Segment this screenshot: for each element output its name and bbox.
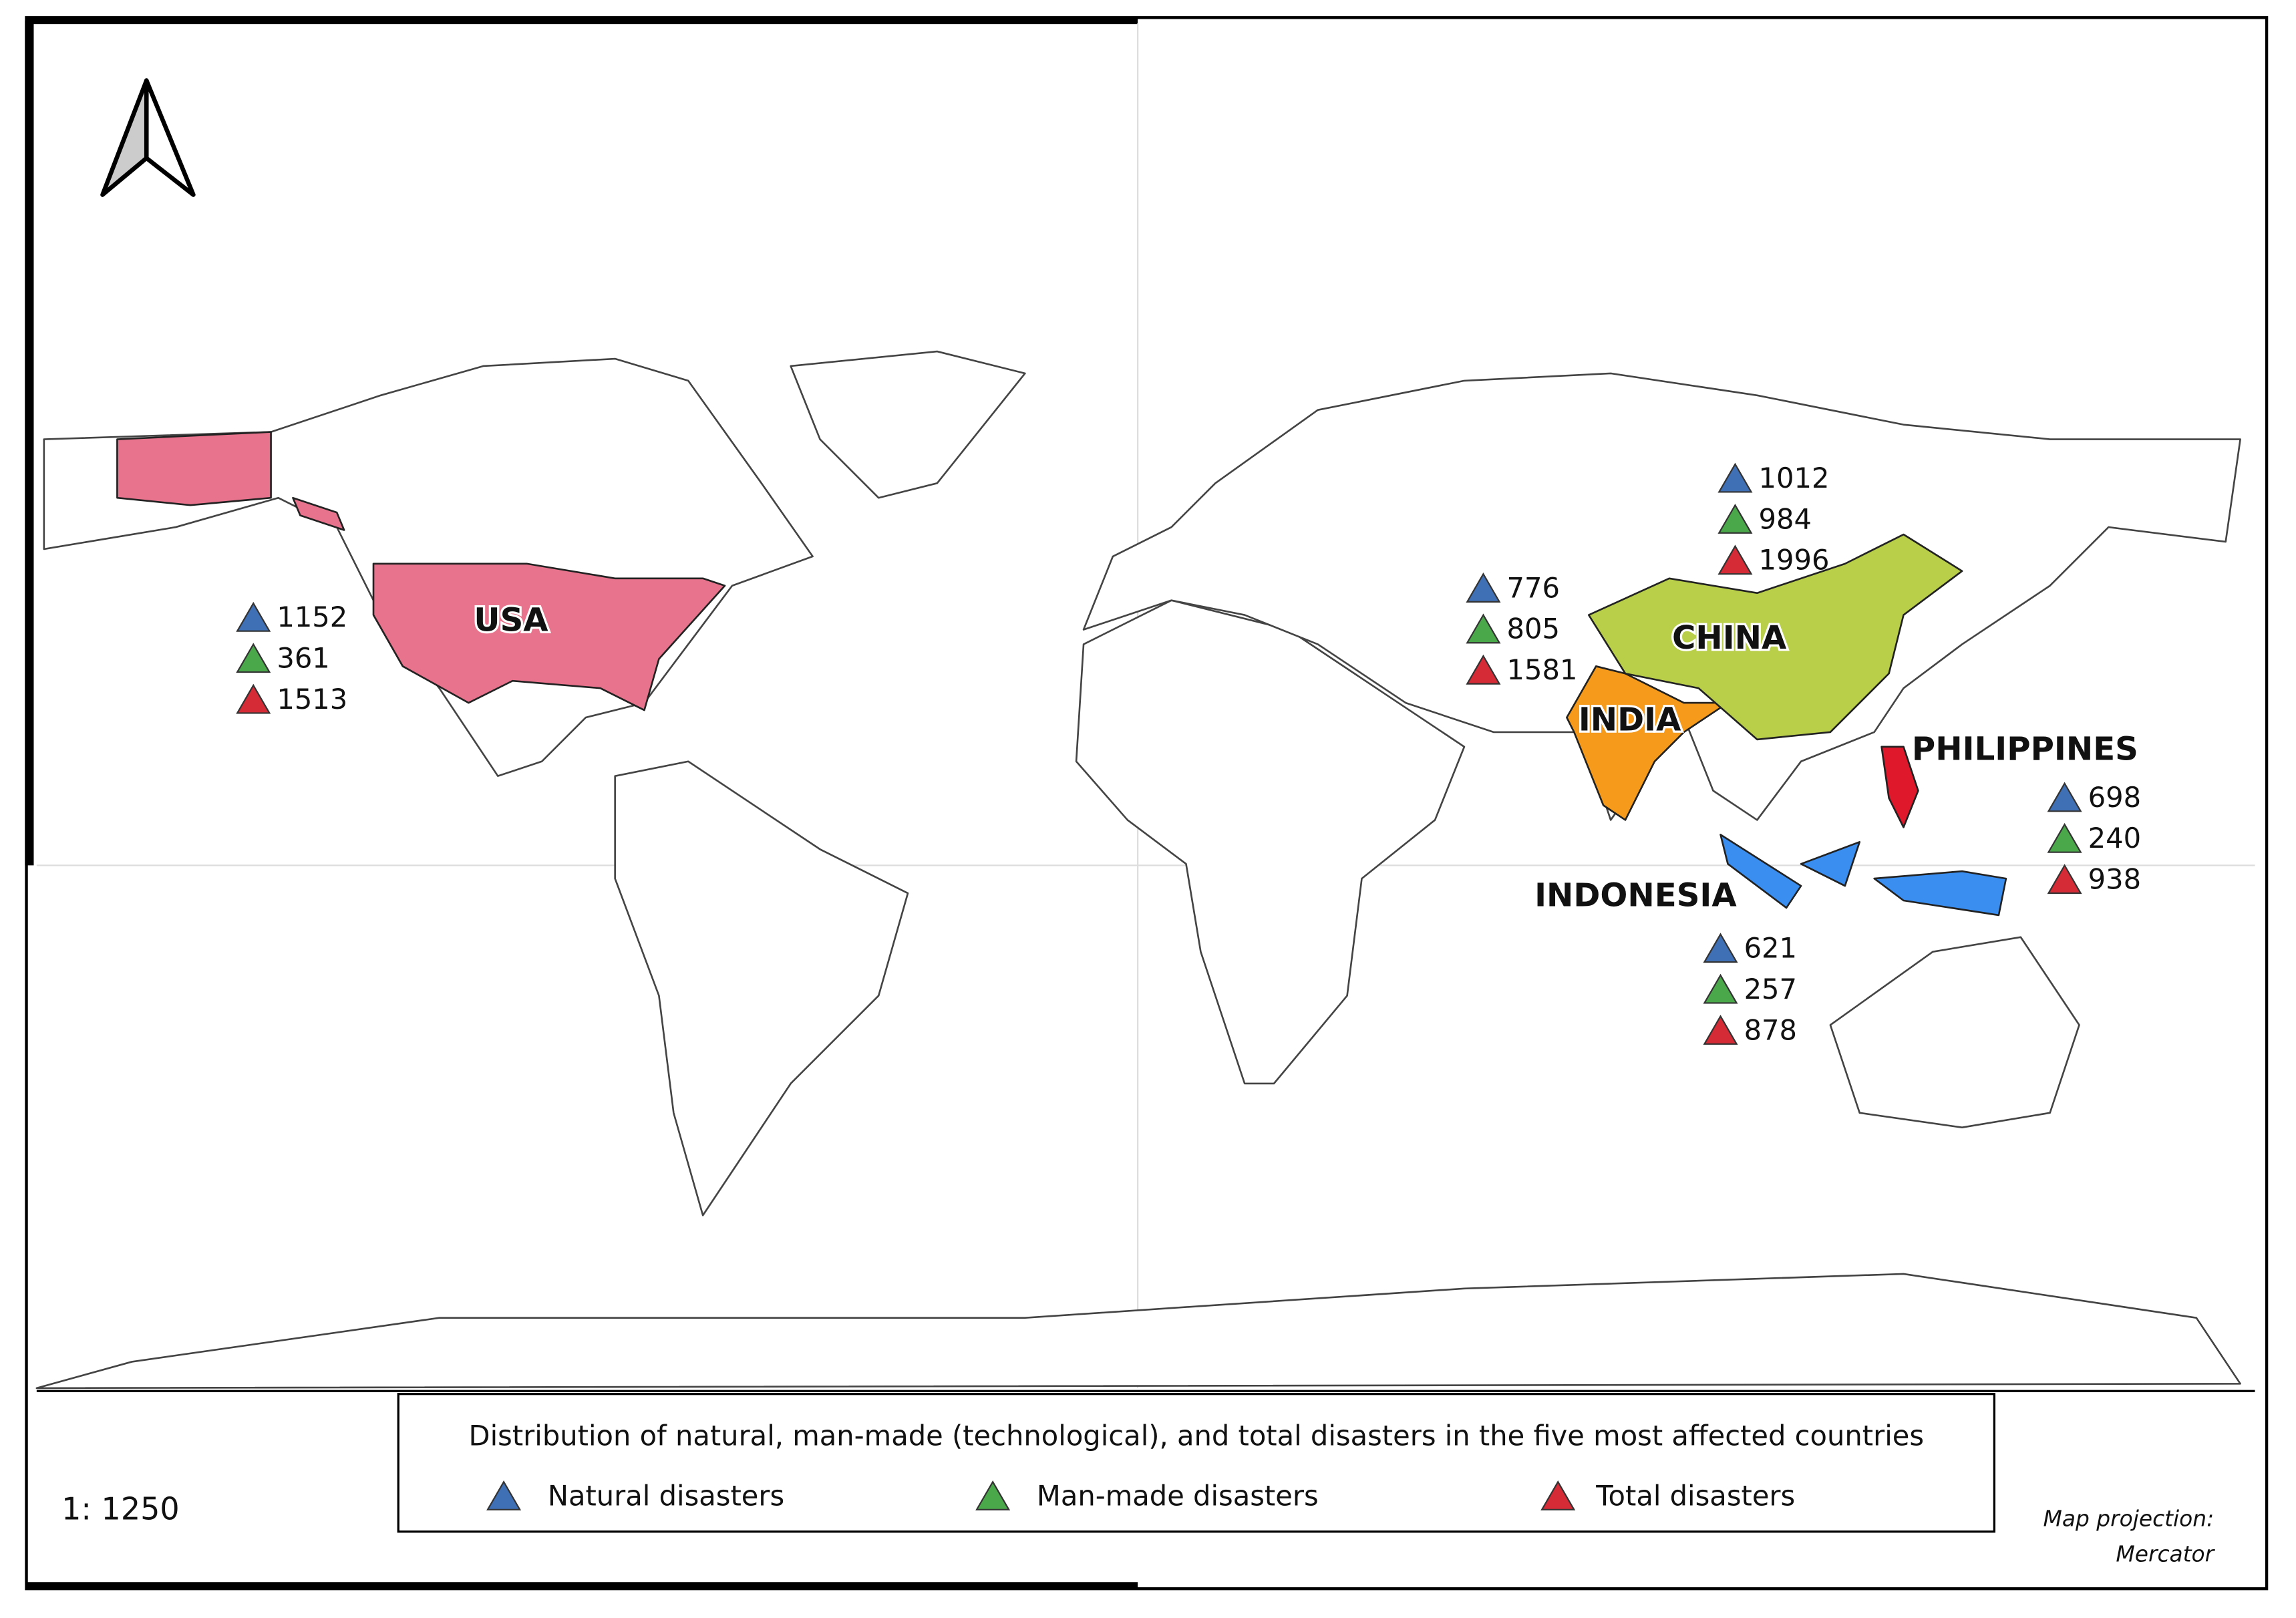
labels: USA 1152 361 1513 INDIA 776 805 1581 CHINA 1012 98… (236, 462, 2141, 1512)
disaster-count: 257 (1744, 973, 1797, 1005)
disaster-count: 1513 (277, 683, 347, 715)
country-shape (1880, 746, 1919, 828)
triangle-symbol (1717, 504, 1753, 534)
disaster-count: 878 (1744, 1013, 1797, 1046)
triangle-symbol (236, 601, 271, 632)
scale: 1: 1250 (61, 1490, 180, 1526)
triangle-symbol (2047, 864, 2082, 895)
disaster-count: 361 (277, 642, 329, 675)
country-shape (1719, 834, 2007, 917)
triangle-symbol (236, 643, 271, 673)
legend-box (397, 1393, 1996, 1533)
country-shape (1587, 533, 1963, 741)
triangle-symbol (2047, 822, 2082, 853)
country-name: INDIA (1579, 701, 1681, 739)
disaster-count: 1152 (277, 601, 347, 633)
triangle-symbol (1717, 462, 1753, 493)
triangle-symbol (1703, 1014, 1738, 1045)
disaster-count: 776 (1507, 571, 1560, 604)
country-shape (116, 431, 726, 711)
country-name: CHINA (1672, 619, 1787, 657)
australia (1829, 936, 2080, 1129)
country-shape (1566, 665, 1729, 821)
north-arrow-right (144, 78, 196, 197)
triangle-symbol (236, 683, 271, 714)
greenland (790, 350, 1026, 499)
disaster-count: 984 (1759, 502, 1812, 535)
projection: Map projection: (2043, 1506, 2214, 1532)
triangle-symbol (1466, 573, 1501, 603)
triangle-symbol (1466, 654, 1501, 685)
disaster-count: 1581 (1507, 653, 1578, 686)
disaster-count: 621 (1744, 932, 1797, 965)
disaster-count: 240 (2088, 822, 2141, 854)
countries (116, 431, 2007, 917)
triangle-symbol (1540, 1480, 1576, 1510)
disaster-count: 938 (2088, 862, 2141, 895)
legend-title: Distribution of natural, man-made (techn… (469, 1419, 1925, 1452)
south-america (614, 760, 909, 1217)
country-name: USA (474, 602, 548, 639)
legend-label: Natural disasters (548, 1479, 784, 1512)
africa (1075, 599, 1466, 1085)
triangle-symbol (1717, 544, 1753, 575)
disaster-count: 698 (2088, 781, 2141, 814)
disaster-count: 1012 (1759, 462, 1830, 494)
antarctica (35, 1273, 2241, 1390)
triangle-symbol (486, 1480, 522, 1510)
projection: Mercator (2116, 1541, 2215, 1567)
legend-label: Man-made disasters (1037, 1479, 1319, 1512)
legend-label: Total disasters (1595, 1479, 1795, 1512)
triangle-symbol (975, 1480, 1011, 1510)
disaster-count: 1996 (1759, 544, 1830, 577)
triangle-symbol (1703, 973, 1738, 1004)
disaster-count: 805 (1507, 613, 1560, 645)
north-arrow (100, 78, 196, 197)
country-name: PHILIPPINES (1912, 730, 2138, 768)
country-name: INDONESIA (1534, 877, 1737, 915)
triangle-symbol (2047, 782, 2082, 812)
triangle-symbol (1466, 613, 1501, 644)
triangle-symbol (1703, 933, 1738, 963)
